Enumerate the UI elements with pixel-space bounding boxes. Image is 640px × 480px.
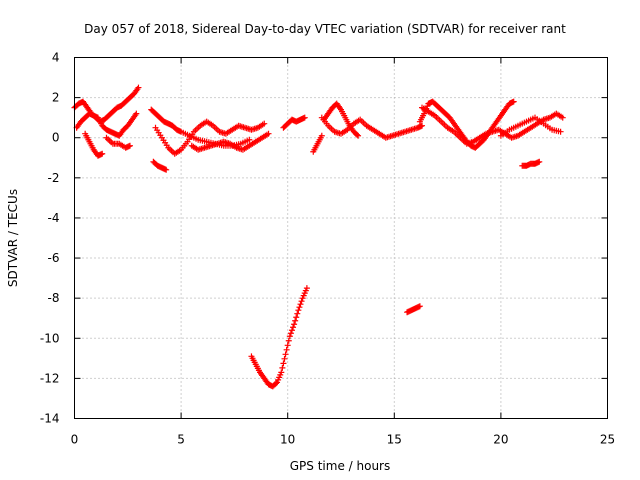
data-point [419,122,426,129]
x-tick-label: 15 [387,433,402,447]
data-point [301,114,308,121]
data-point [303,285,310,292]
data-point [163,166,170,173]
data-series [188,130,272,153]
data-point [288,327,295,334]
data-point [557,128,564,135]
data-point [283,346,290,353]
data-point [99,150,106,157]
x-tick-label: 25 [600,433,615,447]
y-tick-label: -6 [48,251,60,265]
data-point [278,369,285,376]
data-series [318,114,426,141]
y-axis: -14 -12 -10 -8 -6 -4 -2 0 2 4 [40,51,608,426]
y-axis-label: SDTVAR / TECUs [6,189,20,287]
data-series [320,100,362,139]
y-tick-label: 2 [52,91,60,105]
data-point [416,303,423,310]
data-series [497,114,564,139]
data-point [265,130,272,137]
x-tick-label: 10 [280,433,295,447]
data-series [519,158,543,169]
data-point [280,360,287,367]
y-tick-label: -14 [40,412,60,426]
data-point [286,333,293,340]
data-point [126,142,133,149]
data-point [298,298,305,305]
data-series [280,114,308,131]
data-point [559,114,566,121]
data-point [133,110,140,117]
data-series [310,132,325,155]
data-point [291,321,298,328]
data-point [287,330,294,337]
data-point [536,158,543,165]
data-point [297,301,304,308]
data-point [135,84,142,91]
x-tick-label: 20 [493,433,508,447]
data-series [248,285,310,390]
data-points [71,84,566,390]
chart-title: Day 057 of 2018, Sidereal Day-to-day VTE… [84,22,566,36]
data-point [285,337,292,344]
data-series [150,158,170,173]
data-point [296,304,303,311]
y-tick-label: -12 [40,371,60,385]
plot-frame [74,57,608,419]
data-point [292,317,299,324]
data-series [71,84,142,125]
data-series [103,134,133,151]
data-point [282,351,289,358]
x-axis-label: GPS time / hours [290,459,391,473]
data-point [353,131,360,138]
data-point [284,342,291,349]
y-tick-label: -10 [40,331,60,345]
y-tick-label: -4 [48,211,60,225]
data-point [272,380,279,387]
y-tick-label: -2 [48,171,60,185]
data-point [318,132,325,139]
y-tick-label: -8 [48,291,60,305]
data-series [152,118,268,157]
y-tick-label: 0 [52,131,60,145]
data-point [290,324,297,331]
x-tick-label: 5 [177,433,185,447]
data-point [293,314,300,321]
data-point [261,120,268,127]
data-point [246,136,253,143]
data-point [281,355,288,362]
x-axis: 0 5 10 15 20 25 [71,57,615,447]
data-point [355,132,362,139]
data-series [416,98,517,151]
data-point [294,310,301,317]
data-point [295,307,302,314]
data-series [404,303,423,316]
data-series [73,110,140,139]
data-point [279,364,286,371]
x-tick-label: 0 [71,433,79,447]
data-point [510,98,517,105]
data-series [82,130,106,159]
y-tick-label: 4 [52,51,60,65]
